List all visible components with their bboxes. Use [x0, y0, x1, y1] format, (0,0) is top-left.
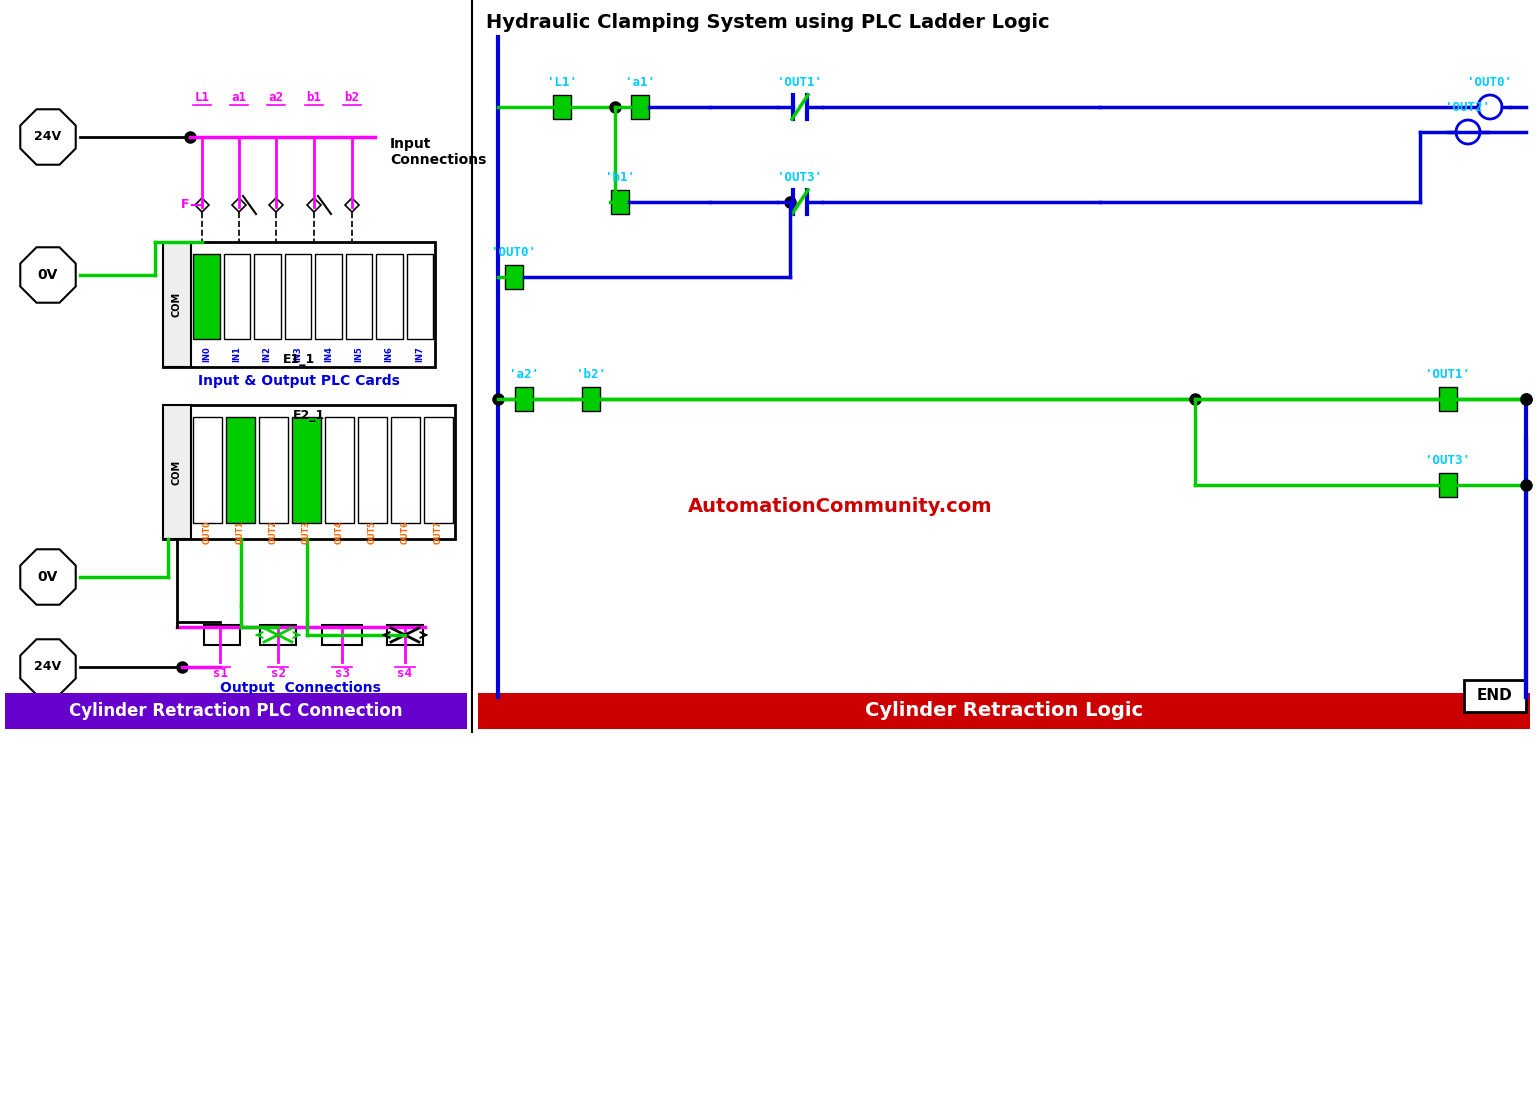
Text: IN7: IN7 [415, 347, 424, 362]
Bar [323, 625, 362, 645]
Text: 'OUT0': 'OUT0' [1467, 76, 1513, 89]
Text: 24V: 24V [34, 131, 61, 144]
Text: s2: s2 [270, 667, 286, 680]
Text: 'b1': 'b1' [605, 171, 634, 184]
Bar [224, 255, 250, 339]
Text: s1: s1 [212, 667, 227, 680]
Bar [1464, 680, 1525, 712]
Bar [326, 417, 353, 523]
Text: a2: a2 [269, 91, 284, 104]
Bar [358, 417, 387, 523]
Bar [387, 625, 422, 645]
Text: OUT7: OUT7 [435, 520, 442, 544]
Text: 0V: 0V [38, 268, 58, 282]
Text: 'OUT0': 'OUT0' [492, 246, 536, 259]
Bar [204, 625, 240, 645]
Text: Output  Connections: Output Connections [220, 681, 381, 695]
Text: b2: b2 [344, 91, 359, 104]
Text: 'b2': 'b2' [576, 367, 607, 381]
Text: s4: s4 [398, 667, 413, 680]
Bar [582, 387, 601, 411]
Text: E2_1: E2_1 [293, 408, 326, 421]
Bar [5, 693, 467, 730]
Text: IN4: IN4 [324, 346, 333, 362]
Bar [1439, 387, 1458, 411]
Text: OUT6: OUT6 [401, 520, 410, 544]
Bar [553, 95, 571, 118]
Text: IN1: IN1 [232, 346, 241, 362]
Text: 0V: 0V [38, 570, 58, 584]
Text: COM: COM [172, 460, 181, 485]
Text: OUT3: OUT3 [303, 520, 310, 544]
Text: OUT4: OUT4 [335, 520, 344, 544]
Bar [407, 255, 433, 339]
Text: 'L1': 'L1' [547, 76, 578, 89]
Bar [424, 417, 453, 523]
Text: IN5: IN5 [355, 346, 362, 362]
Bar [315, 255, 341, 339]
Text: OUT1: OUT1 [237, 520, 246, 544]
Bar [478, 693, 1530, 730]
Text: END: END [1478, 689, 1513, 703]
Bar [284, 255, 310, 339]
Bar [260, 417, 289, 523]
Bar [163, 405, 190, 539]
Bar [163, 242, 190, 367]
Text: IN3: IN3 [293, 347, 303, 362]
Bar [376, 255, 402, 339]
Text: 'OUT1': 'OUT1' [777, 76, 822, 89]
Text: 'a2': 'a2' [508, 367, 539, 381]
Text: IN0: IN0 [201, 347, 210, 362]
Text: 24V: 24V [34, 660, 61, 674]
Text: 'a1': 'a1' [625, 76, 654, 89]
Bar [260, 625, 296, 645]
Bar [1439, 473, 1458, 497]
Text: L1: L1 [195, 91, 209, 104]
Bar [226, 417, 255, 523]
Bar [346, 255, 372, 339]
Text: s3: s3 [335, 667, 350, 680]
Text: 'OUT3': 'OUT3' [1425, 454, 1470, 467]
Text: 'OUT2': 'OUT2' [1445, 101, 1490, 114]
Bar [163, 242, 435, 367]
Text: Cylinder Retraction PLC Connection: Cylinder Retraction PLC Connection [69, 702, 402, 720]
Bar [194, 255, 220, 339]
Text: Cylinder Retraction Logic: Cylinder Retraction Logic [865, 701, 1143, 721]
Bar [515, 387, 533, 411]
Text: Input
Connections: Input Connections [390, 137, 487, 167]
Bar [163, 405, 455, 539]
Text: IN2: IN2 [263, 346, 272, 362]
Bar [505, 265, 522, 289]
Text: E1_1: E1_1 [283, 353, 315, 366]
Text: IN6: IN6 [384, 346, 393, 362]
Bar [253, 255, 281, 339]
Text: F: F [181, 199, 189, 212]
Text: Input & Output PLC Cards: Input & Output PLC Cards [198, 374, 399, 388]
Bar [292, 417, 321, 523]
Text: COM: COM [172, 292, 181, 317]
Text: OUT2: OUT2 [269, 520, 278, 544]
Bar [611, 190, 630, 214]
Text: 'OUT3': 'OUT3' [777, 171, 822, 184]
Text: a1: a1 [232, 91, 246, 104]
Text: 'OUT1': 'OUT1' [1425, 367, 1470, 381]
Bar [631, 95, 650, 118]
Text: OUT5: OUT5 [369, 520, 376, 544]
Bar [392, 417, 419, 523]
Text: Hydraulic Clamping System using PLC Ladder Logic: Hydraulic Clamping System using PLC Ladd… [487, 12, 1049, 32]
Text: b1: b1 [307, 91, 321, 104]
Text: OUT0: OUT0 [203, 520, 212, 544]
Bar [194, 417, 223, 523]
Text: AutomationCommunity.com: AutomationCommunity.com [688, 498, 992, 517]
